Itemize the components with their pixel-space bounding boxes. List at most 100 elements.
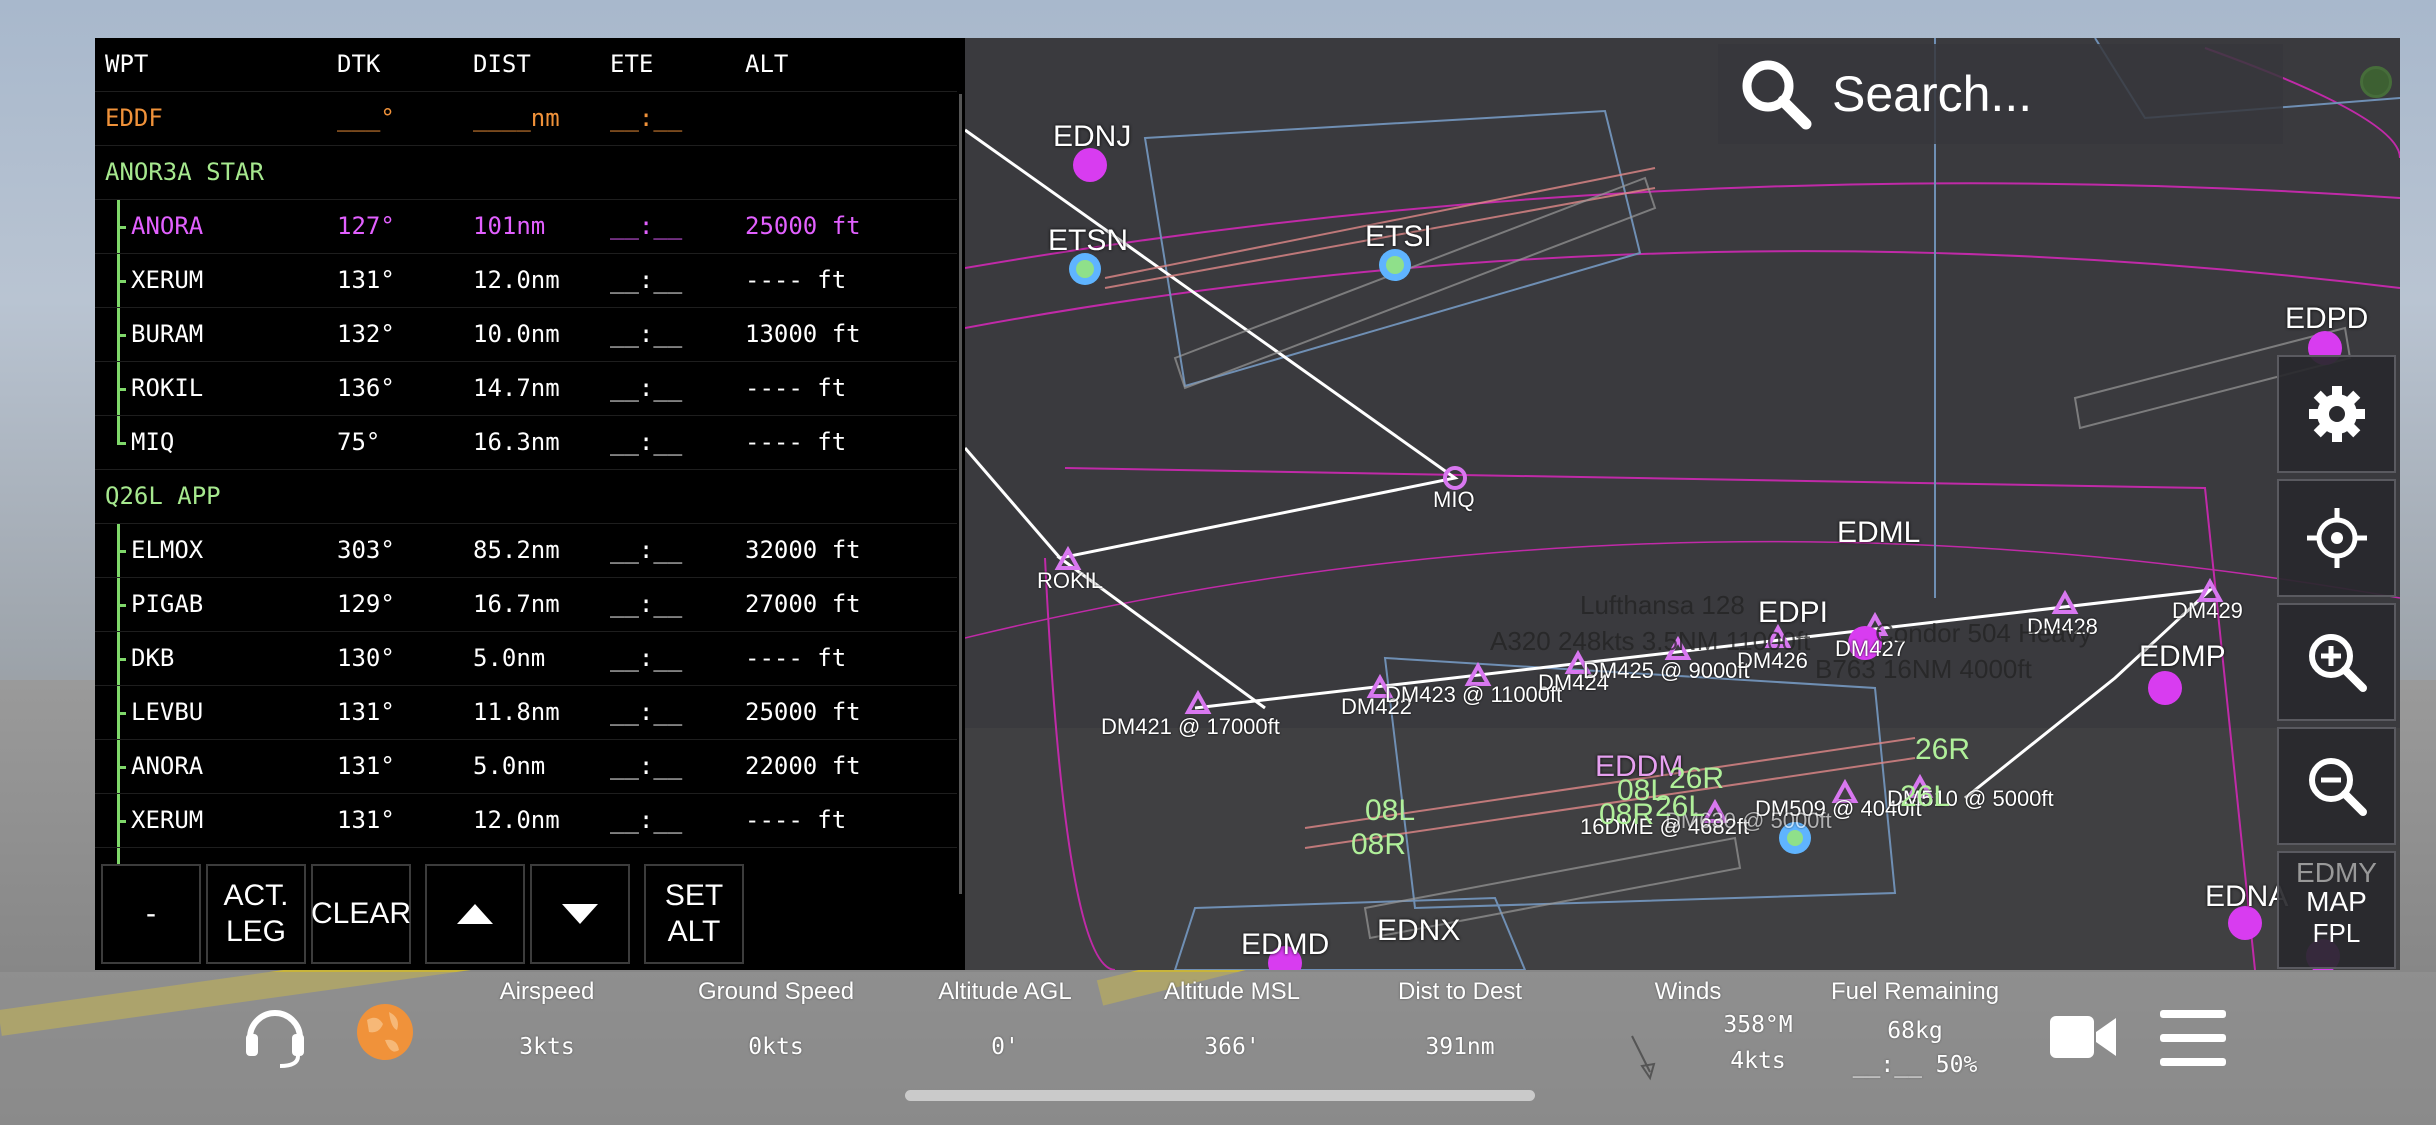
airport-label[interactable]: EDNX xyxy=(1377,914,1461,947)
fpl-row[interactable]: BURAM 132° 10.0nm __:__ 13000 ft xyxy=(95,308,957,362)
move-down-button[interactable] xyxy=(530,864,630,964)
row-dist: 12.0nm xyxy=(473,266,560,294)
waypoint-label[interactable]: DM510 @ 5000ft xyxy=(1887,786,2054,811)
map-view[interactable]: EDNJ ETSN ETSI EDPD EDML EDPI EDMP EDNA … xyxy=(965,38,2400,970)
fpl-row[interactable]: ELMOX 303° 85.2nm __:__ 32000 ft xyxy=(95,524,957,578)
zoom-in-button[interactable] xyxy=(2277,603,2396,721)
row-dist: 10.0nm xyxy=(473,320,560,348)
row-wpt: ELMOX xyxy=(131,536,204,564)
stat-label: Ground Speed xyxy=(697,978,855,1005)
tree-connector xyxy=(117,200,120,444)
search-bar[interactable]: Search... xyxy=(1718,44,2283,144)
remove-waypoint-button[interactable]: - xyxy=(101,864,201,964)
fpl-row[interactable]: LEVBU 131° 11.8nm __:__ 25000 ft xyxy=(95,686,957,740)
row-alt: 25000 ft xyxy=(745,212,861,240)
airport-label[interactable]: EDMP xyxy=(2139,640,2226,673)
row-dtk: 127° xyxy=(337,212,395,240)
waypoint-label[interactable]: DM425 @ 9000ft xyxy=(1583,658,1750,683)
globe-icon[interactable] xyxy=(355,1002,415,1062)
fpl-row[interactable]: XERUM 131° 12.0nm __:__ ---- ft xyxy=(95,254,957,308)
locate-button[interactable] xyxy=(2277,479,2396,597)
clear-button[interactable]: CLEAR xyxy=(311,864,411,964)
waypoint-label[interactable]: DM421 @ 17000ft xyxy=(1101,714,1280,739)
waypoint-label[interactable]: DM509 @ 4040ft xyxy=(1755,796,1922,821)
traffic-info: B763 16NM 4000ft xyxy=(1815,654,2032,684)
row-wpt: LEVBU xyxy=(131,698,204,726)
airport-label[interactable]: EDNA xyxy=(2205,880,2289,913)
row-dtk: 132° xyxy=(337,320,395,348)
menu-icon[interactable] xyxy=(2158,1008,2228,1068)
row-alt: ---- ft xyxy=(745,266,847,294)
row-dtk: 131° xyxy=(337,806,395,834)
fpl-row[interactable]: ANORA 127° 101nm __:__ 25000 ft xyxy=(95,200,957,254)
airport-label[interactable]: EDDM xyxy=(1595,750,1684,783)
waypoint-label[interactable]: MIQ xyxy=(1433,487,1475,512)
waypoint-label[interactable]: DM423 @ 11000ft xyxy=(1385,682,1563,707)
runway-label: 08L xyxy=(1617,774,1668,807)
fpl-row[interactable]: DKB 130° 5.0nm __:__ ---- ft xyxy=(95,632,957,686)
runway-label: 26R xyxy=(1669,762,1725,795)
airport-label[interactable]: ETSI xyxy=(1365,220,1432,253)
waypoint-label[interactable]: DM429 xyxy=(2172,598,2243,623)
airport-label[interactable]: EDPI xyxy=(1758,596,1829,629)
chevron-up-icon xyxy=(457,904,493,924)
row-alt: 32000 ft xyxy=(745,536,861,564)
map-fpl-toggle-button[interactable]: EDMY MAP FPL xyxy=(2277,851,2396,969)
row-ete: __:__ xyxy=(610,698,683,726)
fpl-section-header[interactable]: ANOR3A STAR xyxy=(95,146,957,200)
runway-label: 26L xyxy=(1655,790,1706,823)
home-indicator[interactable] xyxy=(905,1090,1535,1101)
zoom-out-button[interactable] xyxy=(2277,727,2396,845)
fpl-section-header[interactable]: Q26L APP xyxy=(95,470,957,524)
stat-value: 3kts xyxy=(519,1034,575,1060)
waypoint-label[interactable]: DM426 xyxy=(1737,648,1808,673)
stat-value: 358°M xyxy=(1723,1012,1793,1038)
airport-label[interactable]: EDML xyxy=(1837,516,1921,549)
stat-label: Airspeed xyxy=(499,978,595,1005)
headset-icon[interactable] xyxy=(240,998,310,1068)
settings-button[interactable] xyxy=(2277,355,2396,473)
row-wpt: XERUM xyxy=(131,266,204,294)
airport-label[interactable]: EDNJ xyxy=(1053,120,1132,153)
row-dist: 12.0nm xyxy=(473,806,560,834)
row-ete: __:__ xyxy=(610,428,683,456)
stat-value: 366' xyxy=(1204,1034,1260,1060)
waypoint-label[interactable]: DM422 xyxy=(1341,694,1412,719)
waypoint-label[interactable]: DM630 @ 5000ft xyxy=(1665,808,1832,833)
search-icon xyxy=(1742,60,1812,130)
waypoint-label[interactable]: ROKIL xyxy=(1037,568,1104,593)
runway-label: 26L xyxy=(1900,780,1951,813)
stat-label: Altitude AGL xyxy=(938,978,1072,1005)
row-wpt: BURAM xyxy=(131,320,204,348)
airport-label[interactable]: EDPD xyxy=(2285,302,2369,335)
fpl-row[interactable]: PIGAB 129° 16.7nm __:__ 27000 ft xyxy=(95,578,957,632)
row-dtk: 131° xyxy=(337,752,395,780)
runway-label: 26R xyxy=(1915,733,1971,766)
activate-leg-button[interactable]: ACT. LEG xyxy=(206,864,306,964)
waypoint-label[interactable]: DM428 xyxy=(2027,614,2098,639)
row-alt: 27000 ft xyxy=(745,590,861,618)
move-up-button[interactable] xyxy=(425,864,525,964)
airport-label[interactable]: ETSN xyxy=(1048,224,1129,257)
row-alt: ---- ft xyxy=(745,644,847,672)
row-alt: 25000 ft xyxy=(745,698,861,726)
header-wpt: WPT xyxy=(105,50,149,78)
set-altitude-button[interactable]: SET ALT xyxy=(644,864,744,964)
fpl-row[interactable]: MIQ 75° 16.3nm __:__ ---- ft xyxy=(95,416,957,470)
row-ete: __:__ xyxy=(610,590,683,618)
row-ete: __:__ xyxy=(610,212,683,240)
fpl-row[interactable]: ANORA 131° 5.0nm __:__ 22000 ft xyxy=(95,740,957,794)
fpl-row[interactable]: ROKIL 136° 14.7nm __:__ ---- ft xyxy=(95,362,957,416)
traffic-callsign[interactable]: Lufthansa 128 xyxy=(1580,590,1745,620)
fpl-origin-row[interactable]: EDDF ___° ____nm __:__ xyxy=(95,92,957,146)
camera-icon[interactable] xyxy=(2048,1012,2118,1062)
waypoint-label[interactable]: 16DME @ 4682ft xyxy=(1580,814,1750,839)
waypoint-label[interactable]: DM427 xyxy=(1835,636,1906,661)
fpl-row[interactable]: XERUM 131° 12.0nm __:__ ---- ft xyxy=(95,794,957,848)
waypoint-label[interactable]: DM424 xyxy=(1538,670,1609,695)
fpl-scrollbar[interactable] xyxy=(959,94,962,894)
airport-label[interactable]: EDMD xyxy=(1241,928,1330,961)
airport-label: EDMY xyxy=(2296,857,2377,888)
row-alt: 13000 ft xyxy=(745,320,861,348)
traffic-callsign[interactable]: Condor 504 Heavy xyxy=(1875,618,2092,648)
